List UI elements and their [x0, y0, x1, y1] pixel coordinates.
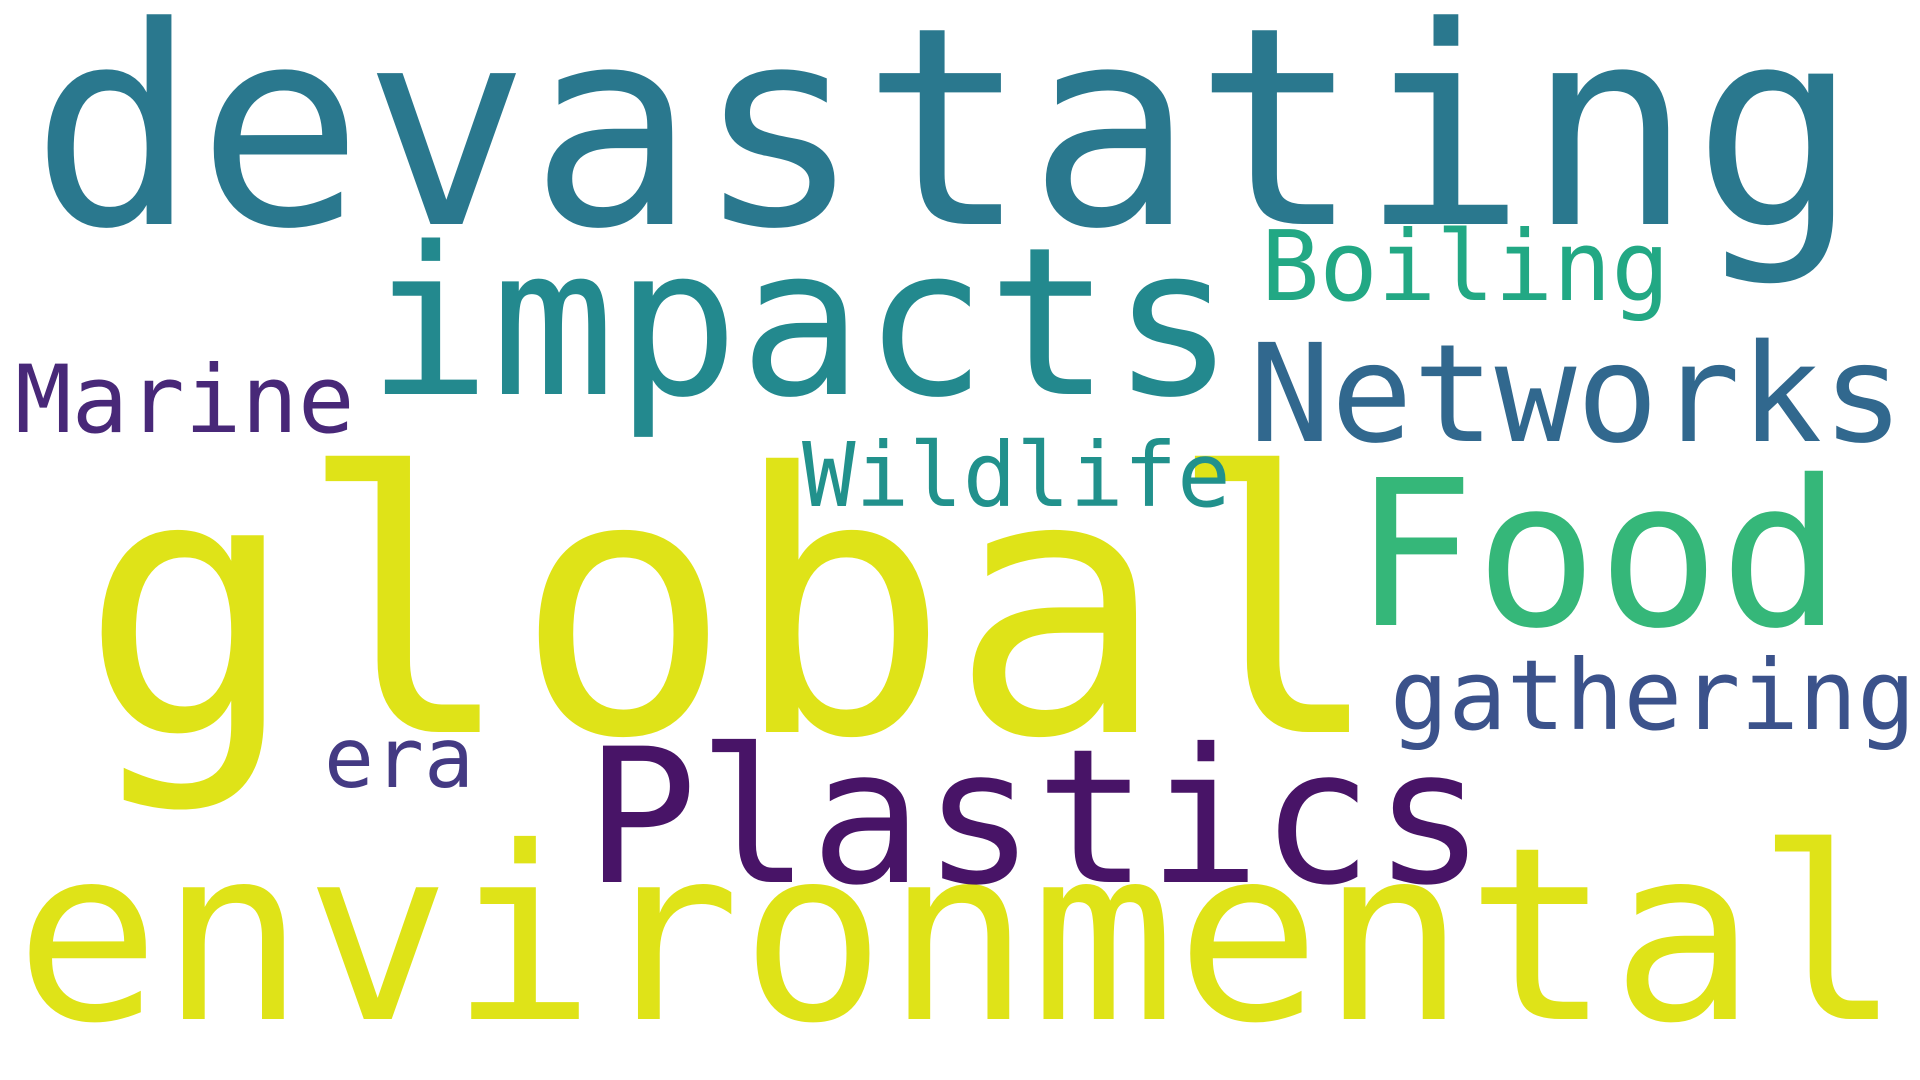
word: devastating [31, 0, 1859, 290]
word: global [80, 398, 1384, 818]
word: gathering [1390, 639, 1916, 752]
word: environmental [15, 795, 1901, 1076]
word: Plastics [585, 709, 1486, 927]
word: Marine [15, 346, 355, 455]
word: Wildlife [802, 423, 1231, 527]
word: impacts [367, 203, 1235, 443]
word: era [324, 710, 474, 807]
word: Boiling [1261, 210, 1670, 323]
word: Food [1353, 437, 1842, 673]
word: Networks [1249, 316, 1904, 474]
